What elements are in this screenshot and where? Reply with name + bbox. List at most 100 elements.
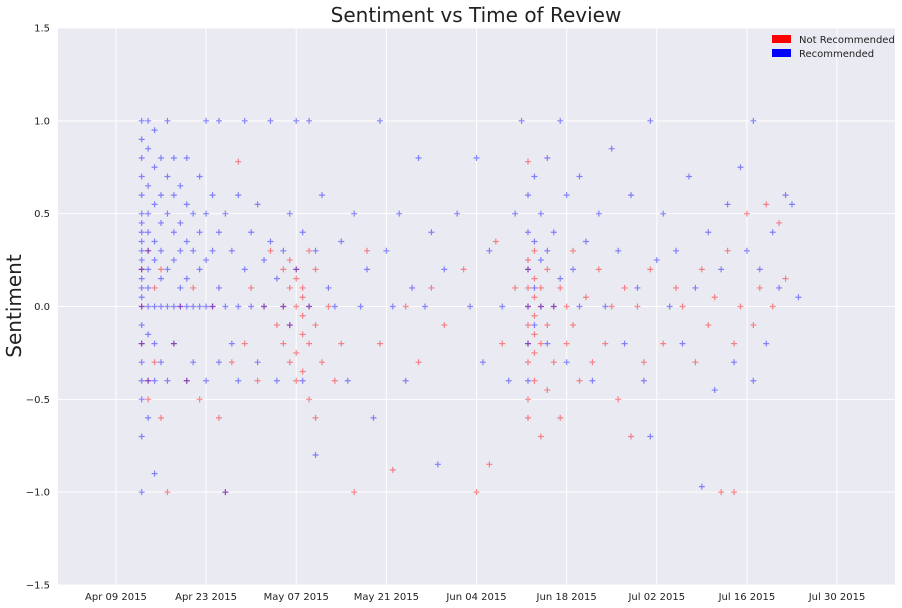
data-point <box>531 294 538 301</box>
data-point <box>273 377 280 384</box>
data-point <box>756 284 763 291</box>
data-point <box>589 359 596 366</box>
y-tick: 1.5 <box>34 24 50 35</box>
data-point <box>138 303 145 310</box>
x-tick-label: Jul 16 2015 <box>718 592 776 603</box>
data-point <box>299 294 306 301</box>
data-point <box>525 229 532 236</box>
legend-swatch <box>772 49 791 57</box>
data-point <box>145 284 152 291</box>
data-point <box>151 238 158 245</box>
data-point <box>280 340 287 347</box>
legend: Not Recommended Recommended <box>772 35 895 60</box>
data-point <box>215 359 222 366</box>
data-point <box>576 377 583 384</box>
data-point <box>170 192 177 199</box>
data-point <box>376 117 383 124</box>
y-tick: 0.5 <box>34 209 50 220</box>
data-point <box>550 303 557 310</box>
data-point <box>145 396 152 403</box>
data-point <box>164 210 171 217</box>
data-point <box>299 377 306 384</box>
data-point <box>364 266 371 273</box>
data-point <box>190 284 197 291</box>
data-point <box>158 247 165 254</box>
data-point <box>473 154 480 161</box>
data-point <box>537 433 544 440</box>
data-point <box>293 303 300 310</box>
data-point <box>151 359 158 366</box>
data-point <box>602 303 609 310</box>
data-point <box>731 359 738 366</box>
data-point <box>525 340 532 347</box>
data-point <box>750 322 757 329</box>
data-point <box>769 229 776 236</box>
data-point <box>164 117 171 124</box>
data-point <box>196 266 203 273</box>
data-point <box>299 229 306 236</box>
data-point <box>138 257 145 264</box>
data-point <box>293 266 300 273</box>
data-point <box>331 377 338 384</box>
data-point <box>383 247 390 254</box>
data-point <box>280 247 287 254</box>
data-point <box>731 340 738 347</box>
data-point <box>151 284 158 291</box>
data-point <box>595 210 602 217</box>
data-point <box>782 192 789 199</box>
data-point <box>441 266 448 273</box>
data-point <box>531 322 538 329</box>
data-point <box>306 117 313 124</box>
data-point <box>145 210 152 217</box>
data-point <box>138 173 145 180</box>
data-point <box>203 303 210 310</box>
y-tick-label: −1.5 <box>26 581 50 592</box>
data-point <box>158 359 165 366</box>
data-point <box>222 210 229 217</box>
data-point <box>769 303 776 310</box>
data-point <box>563 192 570 199</box>
data-point <box>170 340 177 347</box>
data-point <box>711 387 718 394</box>
data-point <box>518 117 525 124</box>
data-point <box>647 266 654 273</box>
data-point <box>145 331 152 338</box>
data-point <box>325 284 332 291</box>
data-point <box>640 377 647 384</box>
data-point <box>138 247 145 254</box>
data-point <box>138 266 145 273</box>
data-point <box>164 173 171 180</box>
data-point <box>537 303 544 310</box>
y-tick: −0.5 <box>26 395 50 406</box>
data-point <box>531 247 538 254</box>
data-point <box>615 396 622 403</box>
data-point <box>531 312 538 319</box>
data-point <box>325 303 332 310</box>
legend-label: Not Recommended <box>799 35 895 46</box>
data-point <box>267 117 274 124</box>
data-point <box>164 266 171 273</box>
data-point <box>312 247 319 254</box>
data-point <box>228 359 235 366</box>
data-point <box>241 117 248 124</box>
data-point <box>731 489 738 496</box>
data-point <box>544 247 551 254</box>
data-point <box>679 340 686 347</box>
data-point <box>563 359 570 366</box>
data-point <box>158 266 165 273</box>
data-point <box>138 219 145 226</box>
data-point <box>209 192 216 199</box>
legend-swatch <box>772 35 791 43</box>
data-point <box>357 303 364 310</box>
data-point <box>660 210 667 217</box>
data-point <box>531 173 538 180</box>
data-point <box>228 247 235 254</box>
data-point <box>183 154 190 161</box>
data-point <box>692 284 699 291</box>
data-point <box>286 359 293 366</box>
data-point <box>138 322 145 329</box>
data-point <box>145 182 152 189</box>
data-point <box>138 284 145 291</box>
data-point <box>570 247 577 254</box>
